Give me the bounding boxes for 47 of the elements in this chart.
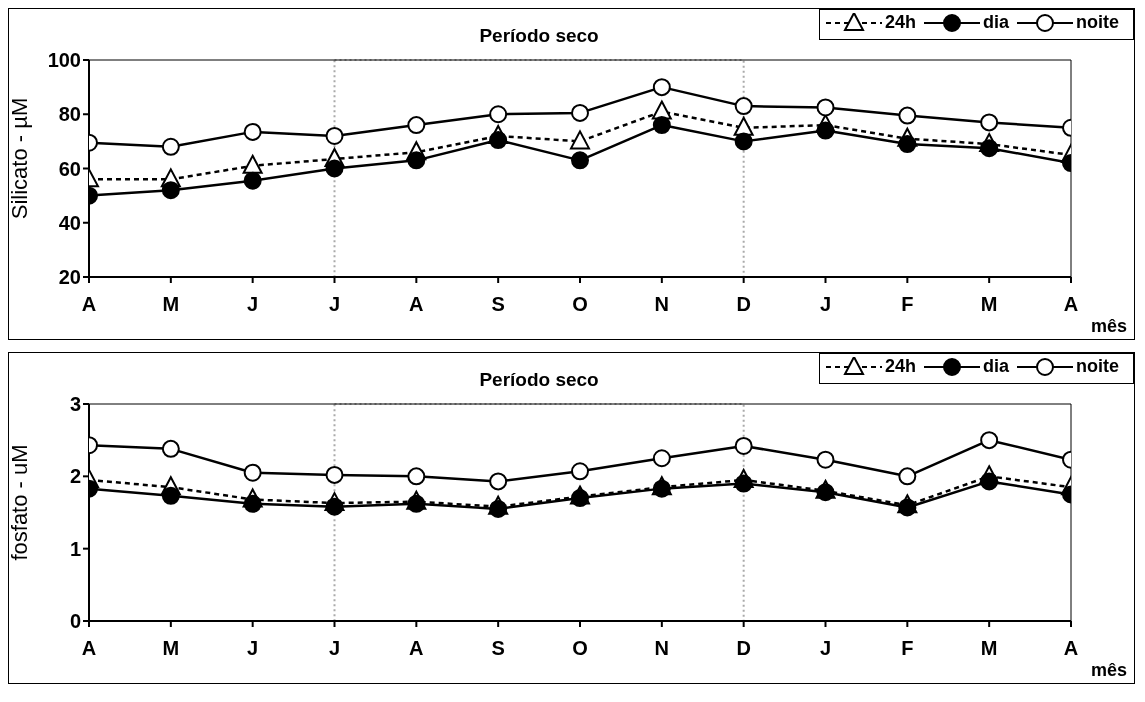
y-tick-label: 3 <box>69 393 81 416</box>
y-tick-label: 80 <box>58 103 81 126</box>
x-tick-label: J <box>328 293 341 316</box>
x-tick-label: N <box>654 637 670 660</box>
x-tick-label: F <box>901 637 914 660</box>
y-tick-label: 100 <box>47 49 81 72</box>
legend-label: 24h <box>884 356 916 377</box>
y-tick-label: 1 <box>69 537 81 560</box>
x-tick-label: M <box>980 293 998 316</box>
x-tick-label: J <box>247 637 259 660</box>
x-tick-label: S <box>491 293 505 316</box>
y-axis-title: fosfato - uM <box>6 444 32 561</box>
x-tick-label: M <box>162 637 180 660</box>
text: Período seco <box>479 25 599 46</box>
x-tick-label: A <box>409 293 424 316</box>
text: Período seco <box>479 369 599 390</box>
x-tick-label: O <box>572 293 588 316</box>
x-tick-label: A <box>1063 293 1079 316</box>
x-tick-label: A <box>409 637 424 660</box>
x-tick-label: D <box>736 637 751 660</box>
x-tick-label: D <box>736 293 751 316</box>
y-tick-label: 60 <box>58 157 81 180</box>
x-tick-label: J <box>819 293 832 316</box>
x-tick-label: A <box>81 293 97 316</box>
legend-label: noite <box>1076 12 1119 33</box>
x-tick-label: A <box>81 637 97 660</box>
x-axis-title: mês <box>1091 660 1128 681</box>
y-tick-label: 40 <box>58 211 81 234</box>
y-tick-label: 0 <box>69 610 81 633</box>
x-tick-label: J <box>247 293 259 316</box>
x-tick-label: F <box>901 293 914 316</box>
x-tick-label: A <box>1063 637 1079 660</box>
x-tick-label: M <box>162 293 180 316</box>
legend-label: noite <box>1076 356 1119 377</box>
y-axis-title: Silicato - µM <box>6 97 32 220</box>
legend-label: dia <box>982 12 1009 33</box>
x-tick-label: N <box>654 293 670 316</box>
legend-label: dia <box>982 356 1009 377</box>
x-tick-label: J <box>328 637 341 660</box>
legend-label: 24h <box>884 12 916 33</box>
x-tick-label: J <box>819 637 832 660</box>
x-tick-label: M <box>980 637 998 660</box>
y-tick-label: 20 <box>58 266 81 289</box>
y-tick-label: 2 <box>69 465 81 488</box>
x-tick-label: O <box>572 637 588 660</box>
x-axis-title: mês <box>1091 316 1128 337</box>
x-tick-label: S <box>491 637 505 660</box>
